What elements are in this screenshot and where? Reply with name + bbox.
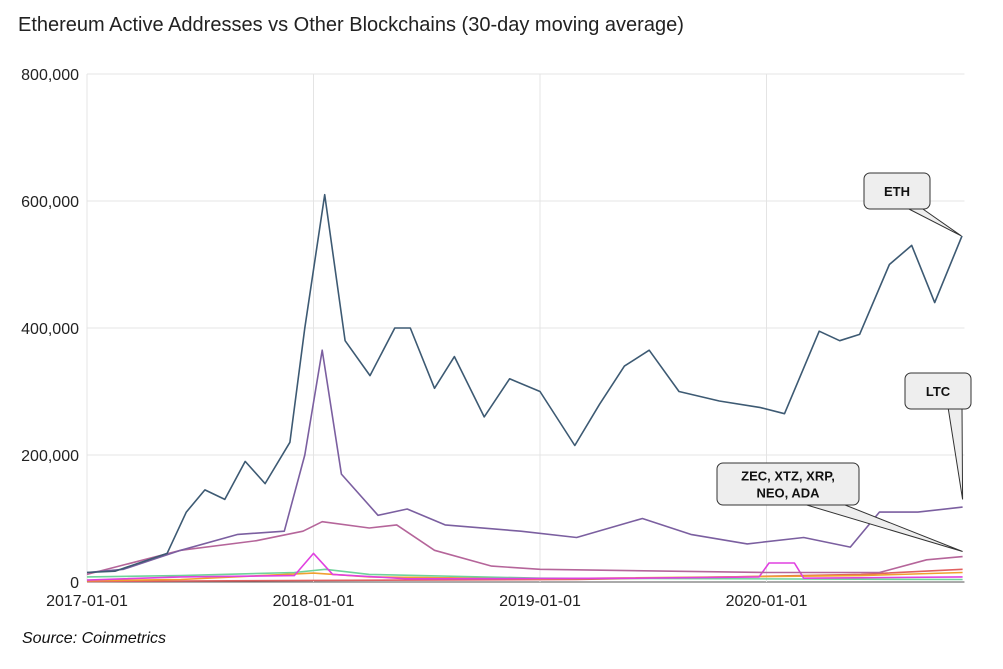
callout-pointer bbox=[904, 206, 962, 237]
callout-ltc: LTC bbox=[904, 372, 972, 500]
callout-label: ETH bbox=[884, 184, 910, 199]
source-note: Source: Coinmetrics bbox=[22, 630, 167, 647]
callout-zec: ZEC, XTZ, XRP, NEO, ADA bbox=[716, 462, 963, 552]
series-line bbox=[86, 520, 963, 576]
chart-title: Ethereum Active Addresses vs Other Block… bbox=[18, 14, 684, 36]
callout-box bbox=[904, 372, 972, 410]
callout-box bbox=[716, 462, 860, 506]
series-line bbox=[86, 193, 963, 574]
callout-label: LTC bbox=[926, 384, 951, 399]
series-line bbox=[86, 552, 963, 581]
callout-pointer bbox=[799, 502, 963, 552]
y-tick-label: 200,000 bbox=[21, 448, 79, 465]
y-tick-label: 400,000 bbox=[21, 321, 79, 338]
x-tick-label: 2019-01-01 bbox=[499, 593, 581, 610]
callout-label: NEO, ADA bbox=[756, 486, 820, 501]
callout-eth: ETH bbox=[863, 172, 962, 237]
y-tick-label: 0 bbox=[70, 575, 79, 592]
x-tick-label: 2020-01-01 bbox=[726, 593, 808, 610]
y-tick-label: 600,000 bbox=[21, 194, 79, 211]
callout-pointer bbox=[947, 406, 964, 500]
callout-label: ZEC, XTZ, XRP, bbox=[741, 469, 835, 484]
series-line bbox=[86, 349, 963, 574]
callout-box bbox=[863, 172, 931, 210]
y-tick-label: 800,000 bbox=[21, 67, 79, 84]
x-tick-label: 2017-01-01 bbox=[46, 593, 128, 610]
x-tick-label: 2018-01-01 bbox=[273, 593, 355, 610]
